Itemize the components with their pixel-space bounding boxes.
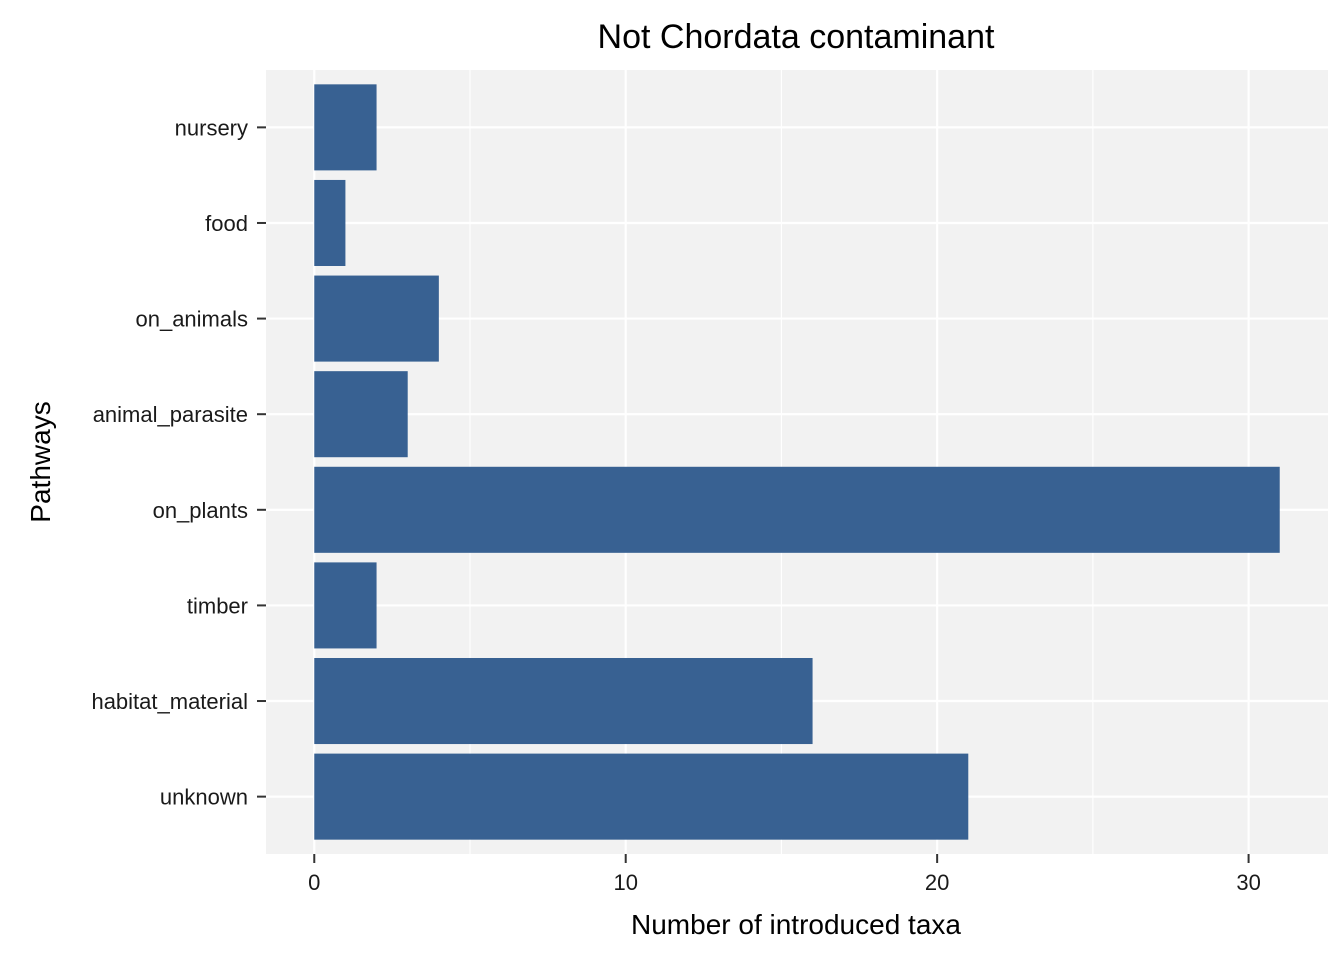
y-axis-title: Pathways (25, 401, 56, 522)
bar-on-animals (314, 275, 439, 362)
bar-animal-parasite (314, 371, 408, 458)
y-tick-label: on_plants (153, 498, 248, 523)
bar-habitat-material (314, 658, 813, 745)
bar-food (314, 179, 346, 266)
y-tick-label: nursery (175, 115, 248, 140)
x-tick-label: 10 (613, 870, 637, 895)
x-tick-label: 0 (308, 870, 320, 895)
chart-title: Not Chordata contaminant (598, 18, 995, 56)
bars (314, 84, 1280, 840)
bar-on-plants (314, 466, 1280, 553)
y-tick-label: on_animals (135, 307, 248, 332)
y-tick-label: food (205, 211, 248, 236)
y-axis-ticks: nursery food on_animals animal_parasite on_p… (91, 115, 266, 810)
y-tick-label: timber (187, 593, 248, 618)
bar-nursery (314, 84, 377, 171)
bar-unknown (314, 753, 969, 840)
x-axis-ticks: 0 10 20 30 (308, 854, 1261, 895)
y-tick-label: animal_parasite (93, 402, 248, 427)
x-tick-label: 30 (1236, 870, 1260, 895)
x-axis-title: Number of introduced taxa (631, 909, 961, 940)
y-tick-label: unknown (160, 785, 248, 810)
x-tick-label: 20 (925, 870, 949, 895)
y-tick-label: habitat_material (91, 689, 248, 714)
bar-timber (314, 562, 377, 649)
